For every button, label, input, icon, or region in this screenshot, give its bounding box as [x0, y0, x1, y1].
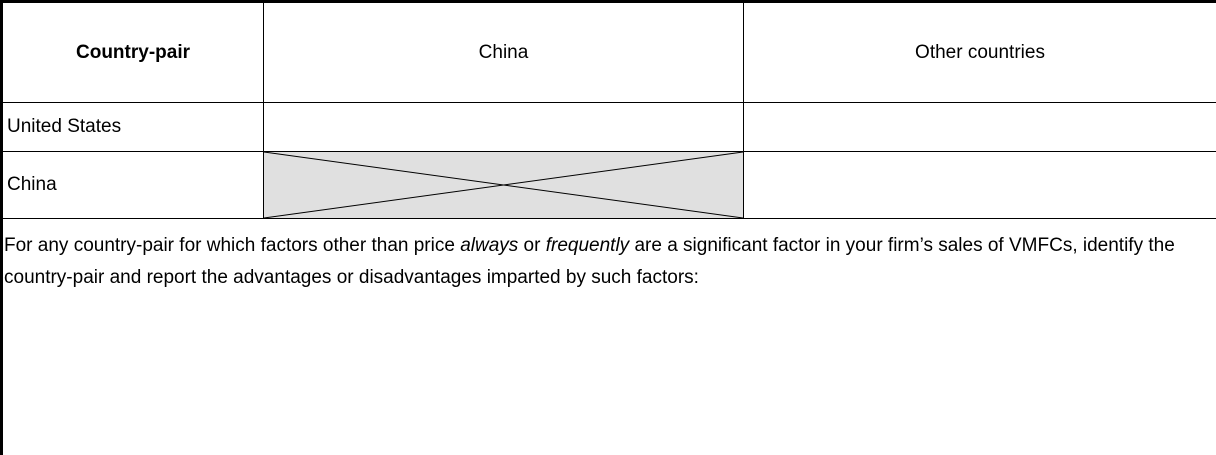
- instruction-text: For any country-pair for which factors o…: [4, 230, 1194, 294]
- column-divider: [743, 0, 744, 218]
- outer-border-left: [0, 0, 3, 455]
- row-divider: [0, 151, 1216, 152]
- text: or: [518, 235, 546, 256]
- header-cell: Country-pair: [76, 41, 190, 63]
- text: are a significant factor in your firm’s …: [4, 235, 1175, 288]
- row-divider: [0, 102, 1216, 103]
- cross-line: [264, 152, 743, 218]
- column-divider: [263, 0, 264, 218]
- outer-border-top: [0, 0, 1216, 3]
- row-label: United States: [7, 116, 122, 137]
- header-cell: Other countries: [915, 41, 1045, 63]
- emphasis: frequently: [545, 235, 630, 256]
- row-divider: [0, 218, 1216, 219]
- row-label: China: [7, 174, 57, 195]
- emphasis: always: [460, 235, 519, 256]
- disabled-cell: [264, 152, 743, 218]
- text: For any country-pair for which factors o…: [4, 235, 461, 256]
- header-cell: China: [478, 41, 529, 63]
